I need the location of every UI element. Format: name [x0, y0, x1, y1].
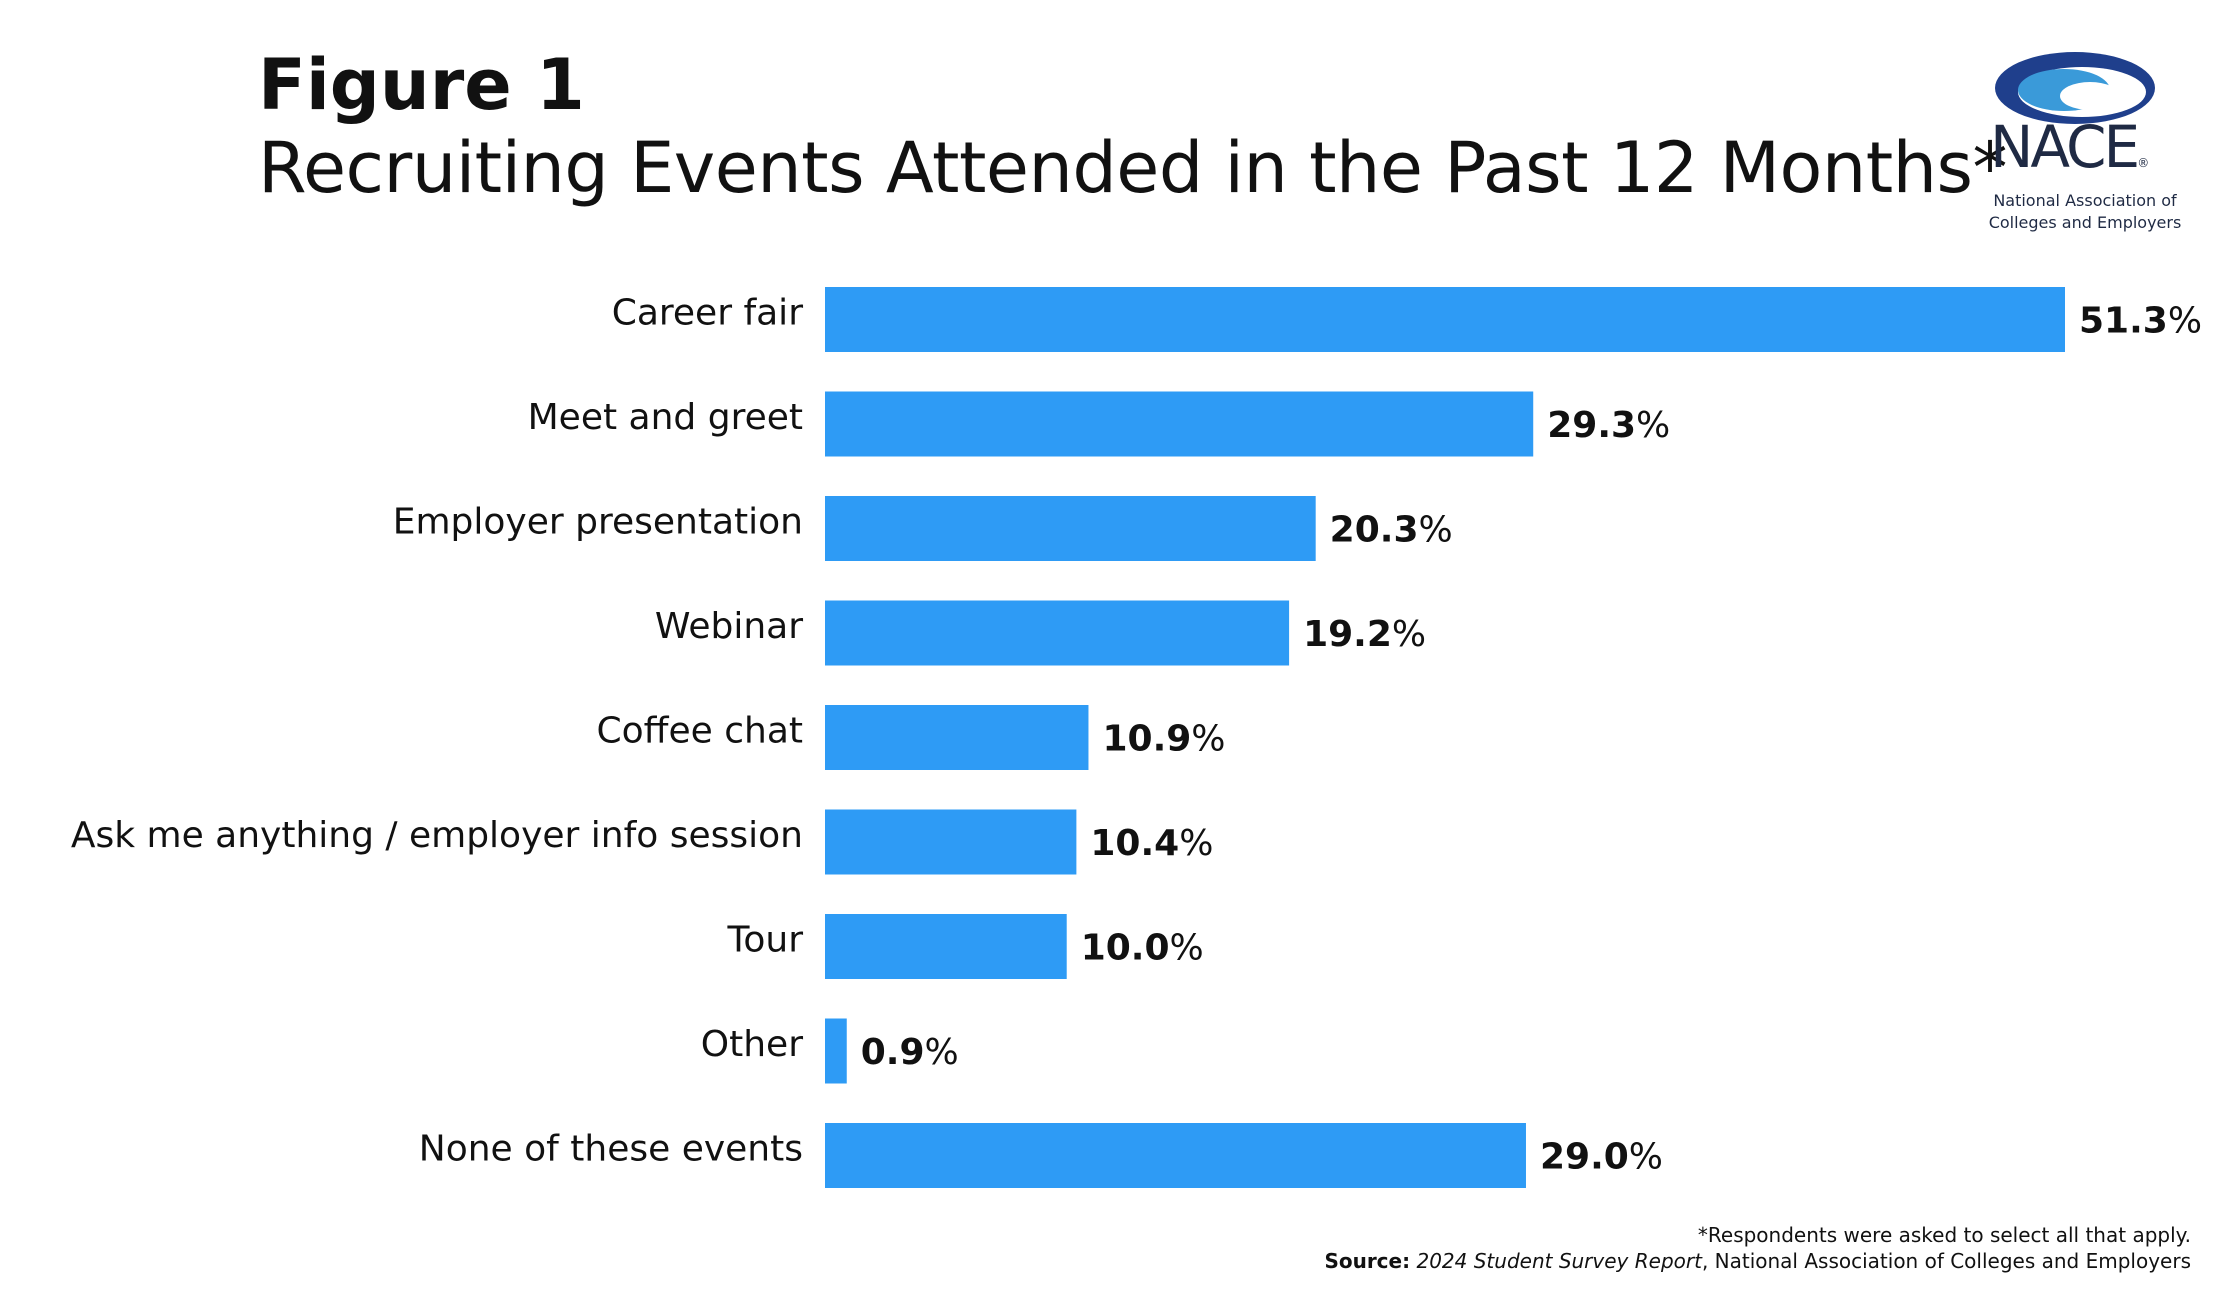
nace-logo: NACE® National Association of Colleges a…: [1970, 48, 2200, 238]
bar-coffee-chat: [825, 705, 1089, 770]
category-label-webinar: Webinar: [655, 606, 803, 647]
value-label-coffee-chat: 10.9%: [1102, 719, 1225, 760]
bar-webinar: [825, 600, 1290, 666]
category-label-other: Other: [701, 1024, 803, 1065]
category-label-employer-presentation: Employer presentation: [393, 502, 803, 543]
footnote-source: Source: 2024 Student Survey Report, Nati…: [1324, 1248, 2191, 1274]
bar-chart: Career fair 51.3% Meet and greet 29.3% Emplo…: [71, 287, 2202, 1188]
category-label-career-fair: Career fair: [612, 293, 803, 334]
value-label-meet-and-greet: 29.3%: [1547, 405, 1670, 446]
bar-employer-presentation: [825, 496, 1316, 561]
bar-meet-and-greet: [825, 391, 1534, 457]
value-label-other: 0.9%: [861, 1032, 959, 1073]
value-label-webinar: 19.2%: [1303, 614, 1426, 655]
footnote: *Respondents were asked to select all th…: [1324, 1222, 2191, 1274]
logo-subtitle-line1: National Association of: [1993, 191, 2177, 210]
category-label-meet-and-greet: Meet and greet: [528, 397, 803, 438]
category-label-tour: Tour: [726, 920, 803, 961]
category-label-ask-me-anything-employer-info-session: Ask me anything / employer info session: [71, 815, 803, 856]
chart-title: Recruiting Events Attended in the Past 1…: [258, 127, 2008, 209]
category-label-coffee-chat: Coffee chat: [597, 711, 804, 752]
logo-subtitle-line2: Colleges and Employers: [1988, 213, 2182, 232]
value-label-tour: 10.0%: [1081, 928, 1204, 969]
logo-subtitle: National Association of Colleges and Emp…: [1970, 190, 2200, 234]
bar-ask-me-anything-employer-info-session: [825, 809, 1077, 875]
value-label-career-fair: 51.3%: [2079, 301, 2202, 342]
source-label: Source:: [1324, 1249, 1411, 1273]
figure-label: Figure 1: [258, 44, 585, 126]
logo-wordmark: NACE®: [1990, 113, 2150, 181]
category-label-none-of-these-events: None of these events: [419, 1129, 803, 1170]
swoosh-logo-icon: [1995, 52, 2155, 124]
footnote-note: *Respondents were asked to select all th…: [1697, 1223, 2191, 1247]
bar-none-of-these-events: [825, 1123, 1526, 1188]
value-label-ask-me-anything-employer-info-session: 10.4%: [1090, 823, 1213, 864]
value-label-employer-presentation: 20.3%: [1330, 510, 1453, 551]
bar-tour: [825, 914, 1067, 979]
registered-mark: ®: [2137, 156, 2150, 170]
value-label-none-of-these-events: 29.0%: [1540, 1137, 1663, 1178]
bar-other: [825, 1018, 847, 1084]
source-title: 2024 Student Survey Report: [1416, 1249, 1702, 1273]
source-rest: , National Association of Colleges and E…: [1701, 1249, 2191, 1273]
bar-career-fair: [825, 287, 2065, 352]
